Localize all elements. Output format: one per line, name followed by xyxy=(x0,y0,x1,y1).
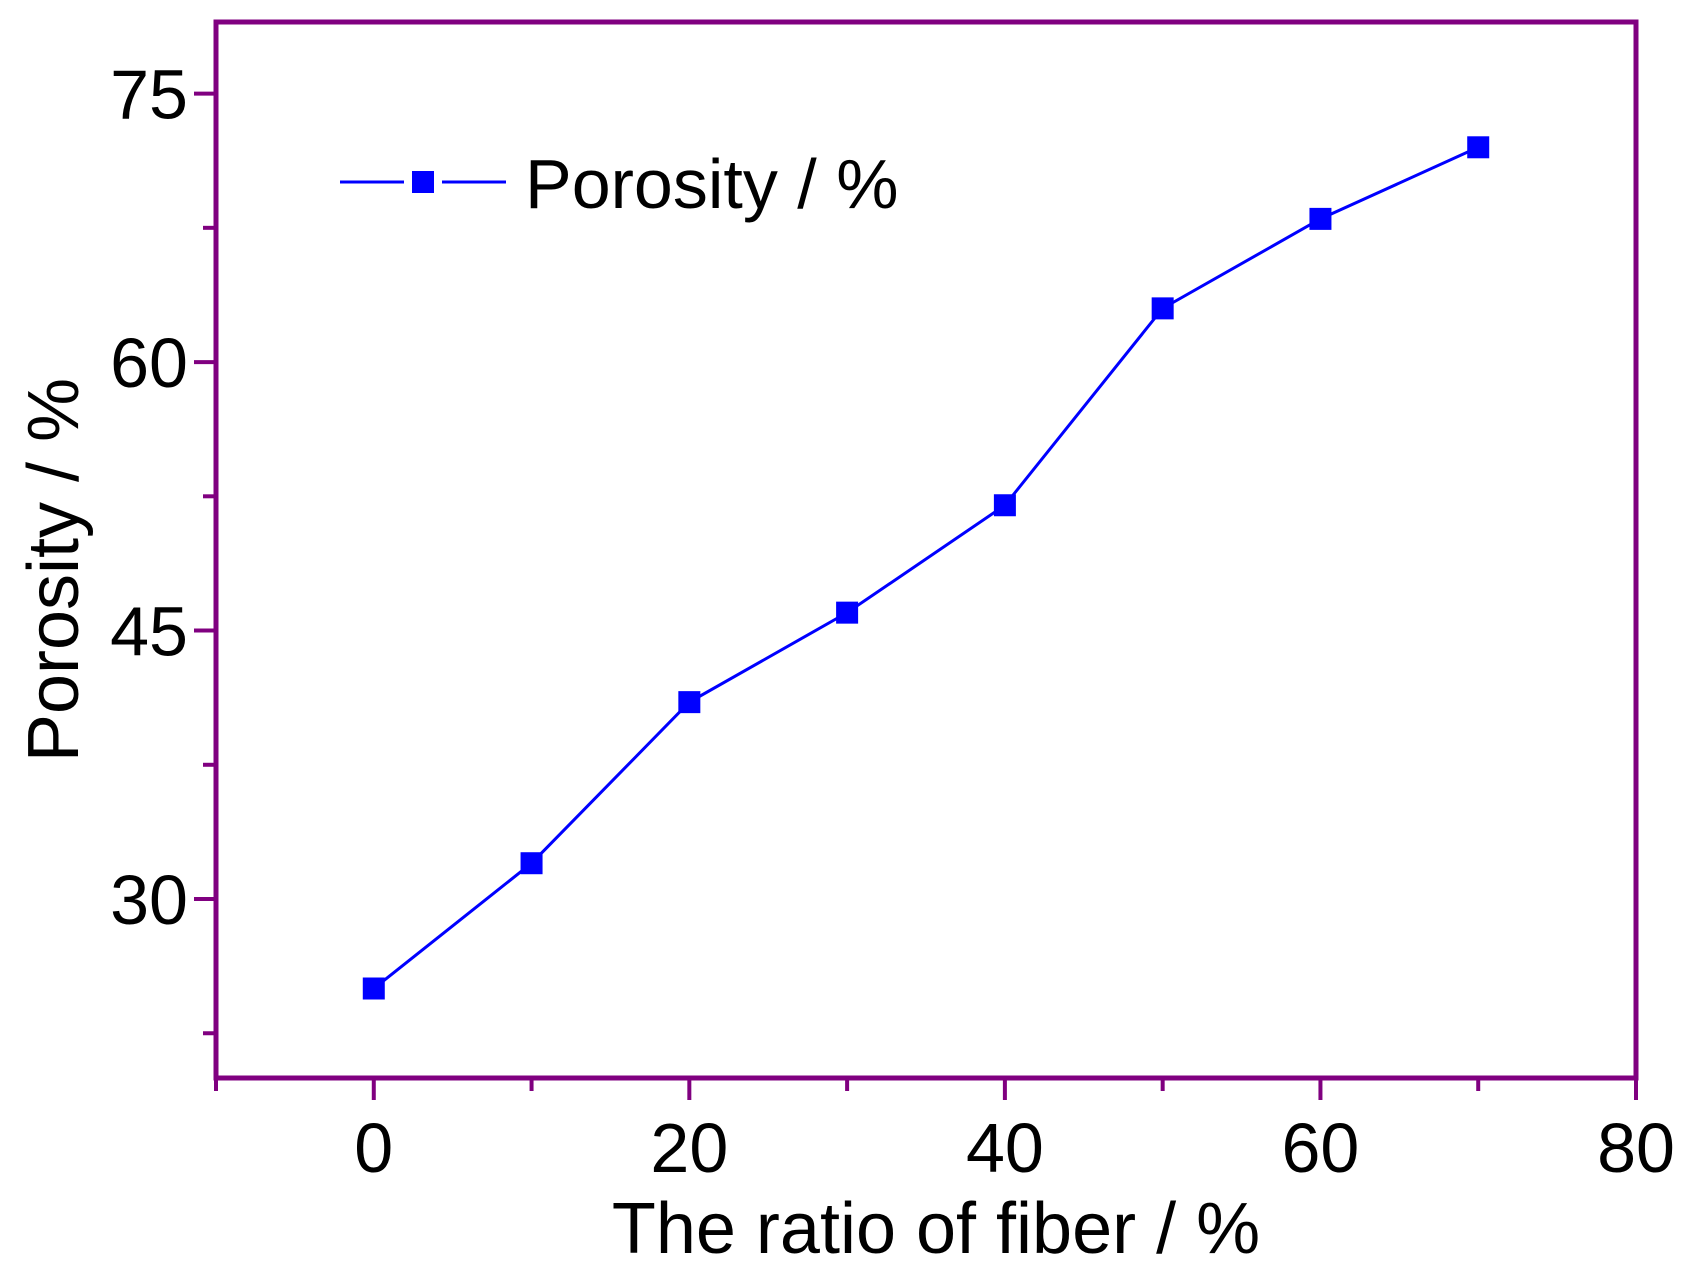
y-axis-label: Porosity / % xyxy=(14,378,94,762)
series-line xyxy=(372,145,1479,990)
data-point xyxy=(1309,207,1332,230)
y-tick-label: 60 xyxy=(110,324,188,402)
x-tick-label: 40 xyxy=(966,1109,1044,1187)
x-axis-label: The ratio of fiber / % xyxy=(612,1189,1260,1269)
plot-frame xyxy=(213,19,1639,1081)
x-tick-label: 60 xyxy=(1282,1109,1360,1187)
x-tick-label: 0 xyxy=(354,1109,393,1187)
data-point xyxy=(1151,297,1174,320)
data-point xyxy=(993,494,1016,517)
y-tick-label: 30 xyxy=(110,861,188,939)
x-tick-label: 20 xyxy=(650,1109,728,1187)
y-tick-label: 75 xyxy=(110,56,188,134)
x-tick-label: 80 xyxy=(1597,1109,1675,1187)
data-point xyxy=(1467,136,1490,159)
legend-label: Porosity / % xyxy=(525,145,898,223)
data-point xyxy=(520,852,543,875)
y-tick-label: 45 xyxy=(110,593,188,671)
data-point xyxy=(836,601,859,624)
legend-marker xyxy=(412,171,434,193)
data-point xyxy=(362,977,385,1000)
data-point xyxy=(678,691,701,714)
